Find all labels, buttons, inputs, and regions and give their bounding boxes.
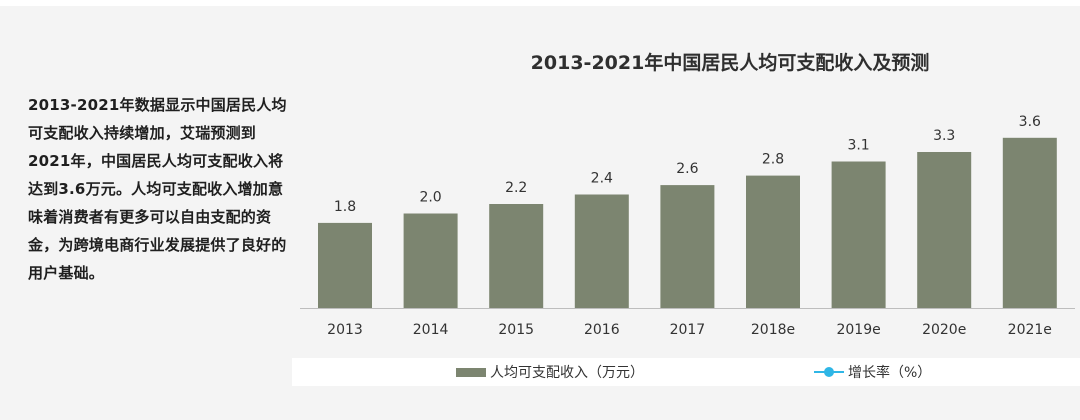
x-tick-label-2020e: 2020e bbox=[922, 322, 966, 338]
bar-2016 bbox=[574, 194, 629, 308]
bar-2013 bbox=[318, 222, 372, 308]
bars-group bbox=[318, 137, 1057, 308]
x-tick-label-2018e: 2018e bbox=[751, 322, 795, 338]
bar-2015 bbox=[489, 204, 544, 308]
value-label-2013: 1.8 bbox=[334, 199, 356, 215]
legend-item-growth: 增长率（%） bbox=[814, 363, 931, 381]
bar-2019e bbox=[831, 161, 886, 308]
chart-title: 2013-2021年中国居民人均可支配收入及预测 bbox=[530, 52, 930, 74]
top-strip bbox=[0, 0, 1080, 6]
x-tick-label-2017: 2017 bbox=[670, 322, 706, 338]
value-label-2019e: 3.1 bbox=[847, 138, 869, 154]
legend-bar-swatch bbox=[456, 367, 486, 377]
x-tick-label-2019e: 2019e bbox=[836, 322, 880, 338]
legend-label-growth: 增长率（%） bbox=[848, 365, 932, 381]
bar-2021e bbox=[1002, 137, 1057, 308]
x-tick-labels-group: 2013 2014 2015 2016 2017 2018e 2019e 2020e 2021e bbox=[327, 322, 1052, 338]
x-tick-label-2015: 2015 bbox=[498, 322, 534, 338]
legend-line-swatch bbox=[814, 363, 844, 381]
x-tick-label-2013: 2013 bbox=[327, 322, 363, 338]
value-label-2018e: 2.8 bbox=[762, 152, 784, 168]
bar-2014 bbox=[403, 213, 458, 308]
value-label-2016: 2.4 bbox=[591, 171, 613, 187]
value-label-2021e: 3.6 bbox=[1019, 114, 1041, 130]
value-label-2015: 2.2 bbox=[505, 180, 527, 196]
x-tick-label-2021e: 2021e bbox=[1008, 322, 1052, 338]
value-label-2020e: 3.3 bbox=[933, 128, 955, 144]
legend: 人均可支配收入（万元） 增长率（%） bbox=[292, 358, 1080, 386]
value-labels-group: 1.8 2.0 2.2 2.4 2.6 2.8 3.1 3.3 3.6 bbox=[334, 114, 1041, 215]
value-label-2014: 2.0 bbox=[419, 190, 441, 206]
legend-item-income: 人均可支配收入（万元） bbox=[456, 363, 644, 381]
legend-label-income: 人均可支配收入（万元） bbox=[490, 365, 644, 381]
bar-2020e bbox=[917, 152, 972, 308]
value-label-2017: 2.6 bbox=[676, 161, 698, 177]
description-text: 2013-2021年数据显示中国居民人均可支配收入持续增加，艾瑞预测到2021年… bbox=[28, 96, 287, 282]
x-tick-label-2014: 2014 bbox=[413, 322, 449, 338]
bar-2017 bbox=[660, 185, 715, 308]
x-tick-label-2016: 2016 bbox=[584, 322, 620, 338]
bar-2018e bbox=[746, 175, 800, 308]
